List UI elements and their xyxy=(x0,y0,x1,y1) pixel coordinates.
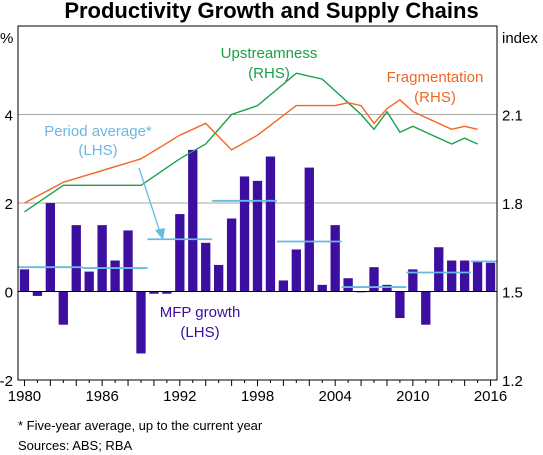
mfp-bar xyxy=(201,242,211,292)
axes: -2 0 2 4% 1.2 1.5 1.8 2.1 index 1980 1986 1992 1998 2… xyxy=(0,30,538,405)
mfp-bar xyxy=(123,230,133,292)
x-tick-label: 1992 xyxy=(163,388,196,405)
mfp-bar xyxy=(369,267,379,292)
left-tick-label: 4 xyxy=(5,108,13,125)
mfp-bar xyxy=(421,291,431,325)
mfp-bar xyxy=(485,262,496,292)
mfp-bar xyxy=(278,280,289,292)
series-lines xyxy=(18,72,497,288)
mfp-growth-label-unit: (LHS) xyxy=(180,324,219,341)
mfp-bar xyxy=(472,260,483,292)
mfp-bar xyxy=(45,203,56,292)
mfp-bar xyxy=(382,284,392,292)
mfp-bar xyxy=(19,269,30,292)
x-tick-label: 1998 xyxy=(241,388,274,405)
period-average-arrowhead xyxy=(155,228,165,240)
mfp-bar xyxy=(395,291,405,319)
upstreamness-line xyxy=(24,72,478,213)
left-unit-label: % xyxy=(0,30,13,47)
mfp-bar xyxy=(304,167,314,292)
series-labels: MFP growth (LHS) Period average* (LHS) Upstr… xyxy=(44,45,483,341)
right-unit-label: index xyxy=(502,30,538,47)
mfp-bar xyxy=(136,291,146,354)
mfp-bar xyxy=(71,225,81,292)
right-tick-label: 1.8 xyxy=(502,196,523,213)
right-tick-label: 1.5 xyxy=(502,285,523,302)
upstreamness-label: Upstreamness xyxy=(221,45,318,62)
x-tick-label: 1986 xyxy=(85,388,118,405)
mfp-growth-label: MFP growth xyxy=(160,304,241,321)
mfp-bar xyxy=(239,176,250,292)
mfp-bar xyxy=(408,269,418,292)
mfp-bar xyxy=(252,180,263,292)
mfp-bar xyxy=(343,278,353,292)
mfp-bar xyxy=(214,264,224,292)
x-tick-label: 1980 xyxy=(8,388,41,405)
mfp-bar xyxy=(317,284,327,292)
left-tick-label: 0 xyxy=(5,285,13,302)
mfp-bar xyxy=(265,156,276,292)
x-tick-label: 2016 xyxy=(474,388,507,405)
period-average-arrow xyxy=(138,167,161,233)
left-tick-label: 2 xyxy=(5,196,13,213)
mfp-bar xyxy=(84,271,94,292)
sources-note: Sources: ABS; RBA xyxy=(18,438,133,453)
mfp-bar xyxy=(459,260,470,292)
mfp-bar xyxy=(110,260,120,292)
mfp-bars xyxy=(19,149,496,354)
mfp-bar xyxy=(97,225,107,292)
x-tick-label: 2004 xyxy=(318,388,351,405)
mfp-bar xyxy=(58,291,68,325)
fragmentation-label-unit: (RHS) xyxy=(414,89,456,106)
mfp-bar xyxy=(291,249,301,292)
fragmentation-line xyxy=(24,98,478,204)
period-average-label-unit: (LHS) xyxy=(78,142,117,159)
mfp-bar xyxy=(162,291,172,294)
mfp-bar xyxy=(188,149,198,292)
mfp-bar xyxy=(32,291,43,296)
upstreamness-label-unit: (RHS) xyxy=(248,65,290,82)
x-tick-label: 2010 xyxy=(396,388,429,405)
right-tick-label: 1.2 xyxy=(502,373,523,390)
mfp-bar xyxy=(434,247,444,292)
mfp-bar xyxy=(226,218,237,292)
mfp-bar xyxy=(175,214,185,292)
mfp-bar xyxy=(447,260,457,292)
mfp-bar xyxy=(330,225,340,292)
period-average-label: Period average* xyxy=(44,123,152,140)
footnote: * Five-year average, up to the current y… xyxy=(18,418,263,433)
left-tick-label: -2 xyxy=(0,373,13,390)
right-tick-label: 2.1 xyxy=(502,108,523,125)
chart-title: Productivity Growth and Supply Chains xyxy=(64,0,479,23)
mfp-bar xyxy=(149,291,159,294)
fragmentation-label: Fragmentation xyxy=(387,69,484,86)
